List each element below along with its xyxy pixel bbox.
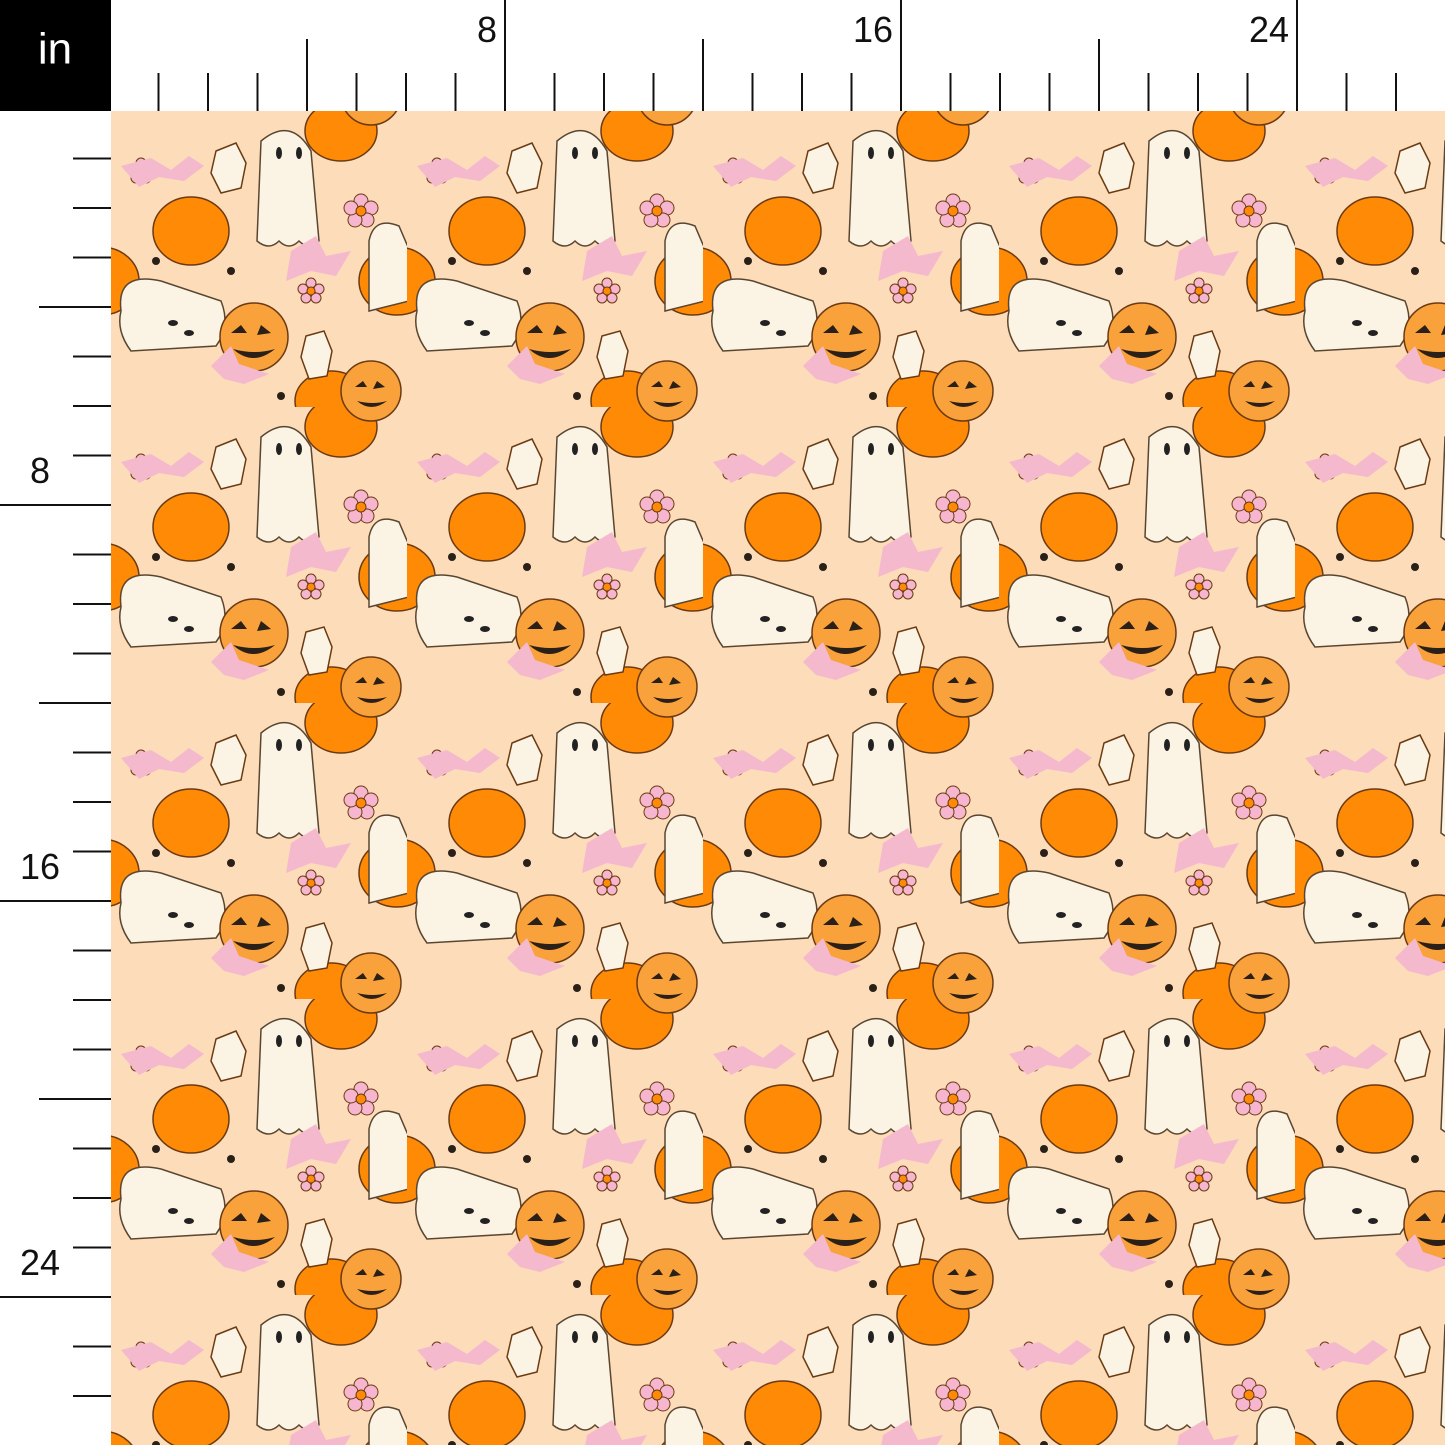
left-ruler-label: 8: [30, 450, 50, 491]
unit-box: [0, 0, 111, 111]
fabric-pattern: [111, 111, 1445, 1445]
left-ruler-label: 16: [20, 846, 60, 887]
top-ruler-label: 24: [1249, 9, 1289, 50]
top-ruler-label: 8: [477, 9, 497, 50]
rulers: [0, 0, 1397, 1397]
unit-label: in: [38, 25, 72, 74]
top-ruler-label: 16: [853, 9, 893, 50]
left-ruler-label: 24: [20, 1242, 60, 1283]
